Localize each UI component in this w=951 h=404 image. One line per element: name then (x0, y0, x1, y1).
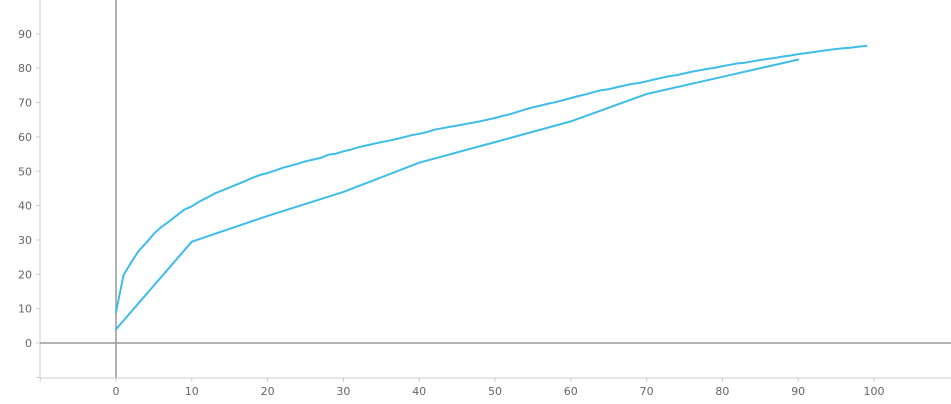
y-tick-label: 90 (18, 28, 32, 41)
x-tick-label: 0 (113, 385, 120, 398)
series-lines (115, 44, 868, 331)
x-tick-label: 10 (185, 385, 199, 398)
x-tick-label: 50 (488, 385, 502, 398)
y-tick-label: 10 (18, 303, 32, 316)
x-tick-label: 60 (564, 385, 578, 398)
x-tick-label: 40 (412, 385, 426, 398)
x-tick-label: 20 (261, 385, 275, 398)
series-line-1 (115, 44, 868, 314)
x-tick-label: 100 (864, 385, 885, 398)
y-tick-label: 40 (18, 200, 32, 213)
x-tick-label: 70 (640, 385, 654, 398)
y-tick-label: 70 (18, 97, 32, 110)
axes (36, 0, 951, 382)
series-line-2 (115, 58, 800, 331)
y-tick-label: 60 (18, 131, 32, 144)
y-tick-label: 30 (18, 234, 32, 247)
x-tick-label: 80 (715, 385, 729, 398)
x-tick-label: 30 (336, 385, 350, 398)
x-tick-label: 90 (791, 385, 805, 398)
tick-labels: 0 10 20 30 40 50 60 70 80 90 0 10 20 30 40 50 60 70 80 90 10… (18, 28, 885, 398)
y-tick-label: 20 (18, 268, 32, 281)
y-tick-label: 0 (25, 337, 32, 350)
y-tick-label: 50 (18, 165, 32, 178)
y-tick-label: 80 (18, 62, 32, 75)
